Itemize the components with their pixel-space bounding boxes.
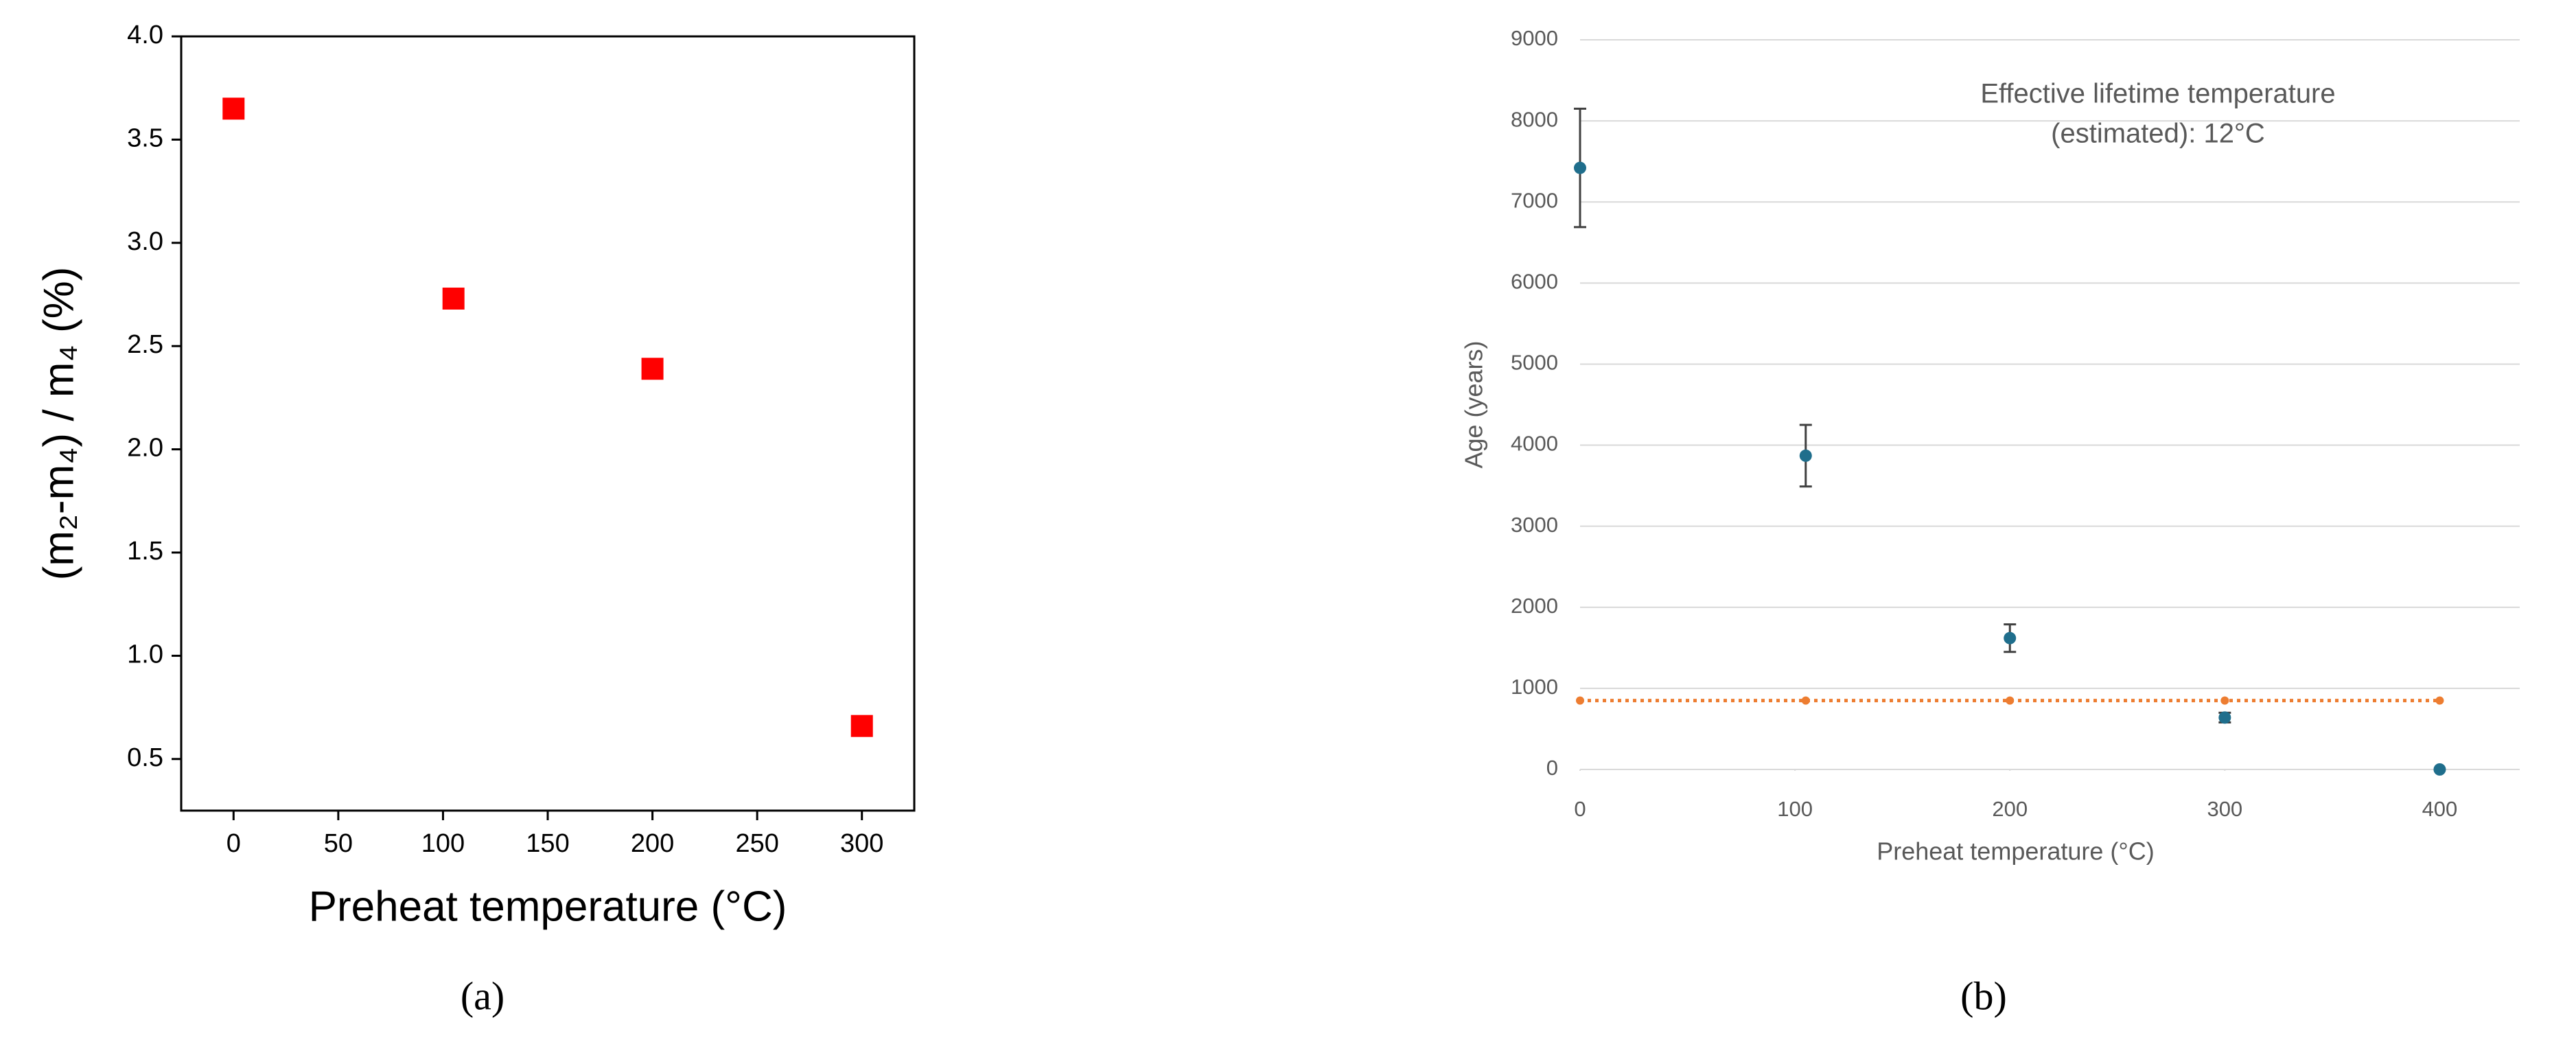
annotation: Effective lifetime temperature [1980, 79, 2335, 109]
x-tick-label: 100 [1777, 797, 1813, 821]
x-tick-label: 100 [421, 829, 465, 858]
y-tick-label: 7000 [1511, 188, 1558, 212]
x-tick-label: 200 [631, 829, 674, 858]
x-tick-label: 150 [526, 829, 569, 858]
x-axis-title: Preheat temperature (°C) [309, 883, 787, 930]
point [2004, 631, 2017, 645]
y-tick-label: 2.0 [127, 434, 163, 463]
point [2006, 696, 2015, 705]
y-tick-label: 2.5 [127, 330, 163, 359]
y-tick-label: 4.0 [127, 21, 163, 49]
y-tick-label: 4000 [1511, 432, 1558, 456]
point [1801, 696, 1810, 705]
point [1574, 161, 1586, 174]
point [442, 288, 465, 310]
y-tick-label: 3000 [1511, 513, 1558, 537]
caption: (a) [461, 973, 504, 1018]
annotation: (estimated): 12°C [2051, 119, 2265, 149]
point [641, 358, 664, 380]
y-tick-label: 1000 [1511, 675, 1558, 699]
point [2220, 696, 2229, 705]
y-tick-label: 1.5 [127, 537, 163, 566]
x-tick-label: 400 [2422, 797, 2458, 821]
y-tick-label: 0.5 [127, 743, 163, 772]
x-tick-label: 0 [1574, 797, 1586, 821]
point [2435, 696, 2444, 705]
y-tick-label: 9000 [1511, 26, 1558, 50]
point [222, 97, 245, 120]
x-axis-title: Preheat temperature (°C) [1877, 837, 2155, 866]
point [1576, 696, 1584, 705]
y-tick-label: 5000 [1511, 351, 1558, 375]
y-tick-label: 6000 [1511, 270, 1558, 294]
x-tick-label: 0 [227, 829, 241, 858]
x-tick-label: 300 [840, 829, 883, 858]
y-tick-label: 3.0 [127, 227, 163, 256]
y-tick-label: 1.0 [127, 640, 163, 669]
y-tick-label: 8000 [1511, 107, 1558, 131]
x-tick-label: 300 [2207, 797, 2242, 821]
point [1799, 449, 1812, 462]
x-tick-label: 50 [324, 829, 353, 858]
y-axis-title: (m₂-m₄) / m₄ (%) [35, 267, 82, 581]
y-tick-label: 3.5 [127, 124, 163, 152]
caption: (b) [1960, 973, 2007, 1018]
plot-frame [180, 35, 916, 812]
point [850, 715, 873, 737]
y-tick-label: 0 [1546, 756, 1558, 780]
point [2218, 711, 2231, 724]
x-tick-label: 250 [735, 829, 778, 858]
x-tick-label: 200 [1992, 797, 2028, 821]
y-tick-label: 2000 [1511, 594, 1558, 618]
y-axis-title: Age (years) [1460, 340, 1488, 468]
point [2433, 763, 2446, 776]
